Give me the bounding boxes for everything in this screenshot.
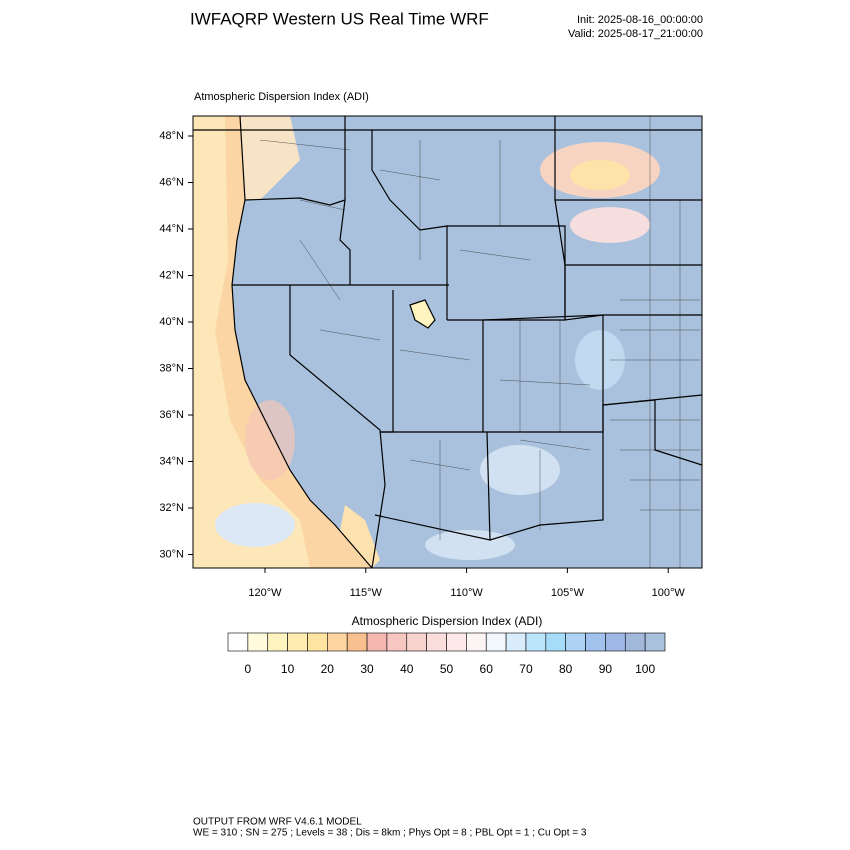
colorbar-label: 10 xyxy=(281,662,295,676)
lon-label: 100°W xyxy=(652,587,686,599)
colorbar-swatch xyxy=(327,632,348,652)
colorbar-label: 0 xyxy=(245,662,252,676)
map-ticks: 48°N 46°N 44°N 42°N 40°N 38°N 36°N 34°N 32°N 30°N… xyxy=(159,130,685,599)
footer-line: WE = 310 ; SN = 275 ; Levels = 38 ; Dis … xyxy=(193,828,587,839)
colorbar-swatch xyxy=(386,632,408,652)
lat-label: 32°N xyxy=(159,502,184,514)
colorbar-swatch xyxy=(227,632,249,652)
colorbar-title: Atmospheric Dispersion Index (ADI) xyxy=(352,614,543,628)
lon-label: 110°W xyxy=(450,587,483,599)
colorbar-label: 100 xyxy=(635,662,655,676)
footer-line: OUTPUT FROM WRF V4.6.1 MODEL xyxy=(193,817,362,828)
colorbar-label: 20 xyxy=(321,662,335,676)
colorbar-swatch xyxy=(346,632,368,652)
colorbar-label: 60 xyxy=(480,662,494,676)
colorbar-swatch xyxy=(605,632,626,652)
colorbar-swatch xyxy=(406,632,427,652)
colorbar-swatch xyxy=(525,632,547,652)
colorbar-swatch xyxy=(426,632,447,652)
colorbar-swatch xyxy=(267,632,288,652)
lat-label: 34°N xyxy=(159,455,184,467)
colorbar-swatch xyxy=(545,632,566,652)
lon-label: 105°W xyxy=(551,587,585,599)
colorbar-label: 50 xyxy=(440,662,454,676)
colorbar-label: 40 xyxy=(400,662,414,676)
map-label: Atmospheric Dispersion Index (ADI) xyxy=(194,91,369,103)
lat-label: 40°N xyxy=(159,316,184,328)
map-frame xyxy=(192,115,703,569)
colorbar-swatch xyxy=(247,632,269,652)
init-time: Init: 2025-08-16_00:00:00 xyxy=(577,14,703,26)
colorbar-swatch xyxy=(565,632,586,652)
lat-label: 46°N xyxy=(159,176,184,188)
valid-time: Valid: 2025-08-17_21:00:00 xyxy=(568,28,703,40)
map xyxy=(193,116,702,568)
colorbar-swatch xyxy=(446,632,467,652)
lat-label: 42°N xyxy=(159,269,184,281)
colorbar: 0 10 20 30 40 50 60 70 80 90 100 xyxy=(227,632,666,676)
lat-label: 36°N xyxy=(159,409,184,421)
lon-label: 115°W xyxy=(350,587,383,599)
colorbar-swatch xyxy=(644,632,666,652)
lon-label: 120°W xyxy=(248,587,282,599)
colorbar-label: 70 xyxy=(519,662,533,676)
colorbar-label: 80 xyxy=(559,662,573,676)
lat-label: 38°N xyxy=(159,362,184,374)
colorbar-swatch xyxy=(585,632,606,652)
colorbar-swatch xyxy=(624,632,646,652)
lat-label: 48°N xyxy=(159,130,184,142)
lat-label: 30°N xyxy=(159,548,184,560)
colorbar-swatch xyxy=(485,632,507,652)
colorbar-swatch xyxy=(307,632,328,652)
colorbar-label: 90 xyxy=(599,662,613,676)
colorbar-label: 30 xyxy=(360,662,374,676)
colorbar-swatch xyxy=(505,632,527,652)
colorbar-swatch xyxy=(366,632,388,652)
lat-label: 44°N xyxy=(159,223,184,235)
colorbar-swatch xyxy=(287,632,308,652)
colorbar-swatch xyxy=(466,632,487,652)
title: IWFAQRP Western US Real Time WRF xyxy=(190,9,489,28)
